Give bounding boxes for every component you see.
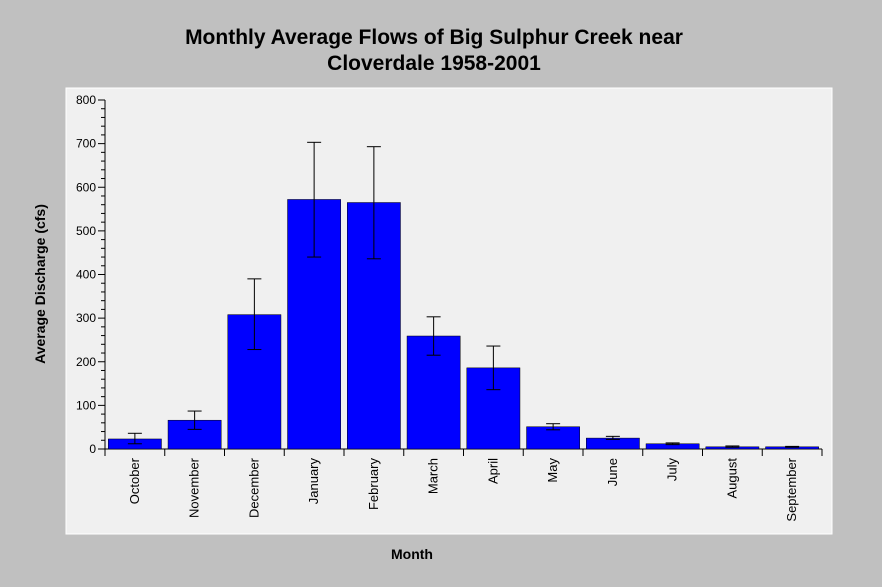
error-bar-series [127, 141, 800, 448]
y-tick-label: 700 [76, 137, 96, 151]
x-tick-label: March [426, 458, 441, 494]
y-tick-label: 300 [76, 311, 96, 325]
x-tick-label: October [127, 457, 142, 504]
x-tick-label: December [246, 457, 261, 518]
x-tick-label: May [545, 458, 560, 483]
y-tick-label: 0 [89, 442, 96, 456]
x-tick-label: April [485, 458, 500, 484]
plot-area [65, 87, 833, 535]
x-tick-label: February [366, 458, 381, 511]
y-tick-label: 400 [76, 268, 96, 282]
x-tick-label: June [605, 458, 620, 486]
y-tick-label: 200 [76, 355, 96, 369]
y-axis-ticks: 0 100 200 300 400 500 600 700 800 [76, 93, 105, 456]
x-axis-label: Month [391, 546, 433, 562]
x-tick-label: July [665, 458, 680, 482]
chart-title-line-2: Cloverdale 1958-2001 [327, 52, 541, 75]
x-axis-ticks: October November December January February Ma… [104, 449, 823, 522]
chart-title-line-1: Monthly Average Flows of Big Sulphur Cre… [185, 26, 683, 49]
y-axis-label: Average Discharge (cfs) [32, 204, 48, 364]
x-tick-label: November [187, 457, 202, 518]
bar-november [167, 419, 222, 450]
y-tick-label: 600 [76, 180, 96, 194]
x-tick-label: August [724, 458, 739, 499]
y-tick-label: 100 [76, 398, 96, 412]
bar-series [108, 199, 819, 450]
x-tick-label: January [306, 458, 321, 505]
y-tick-label: 500 [76, 224, 96, 238]
y-tick-label: 800 [76, 93, 96, 107]
x-tick-label: September [784, 457, 799, 521]
